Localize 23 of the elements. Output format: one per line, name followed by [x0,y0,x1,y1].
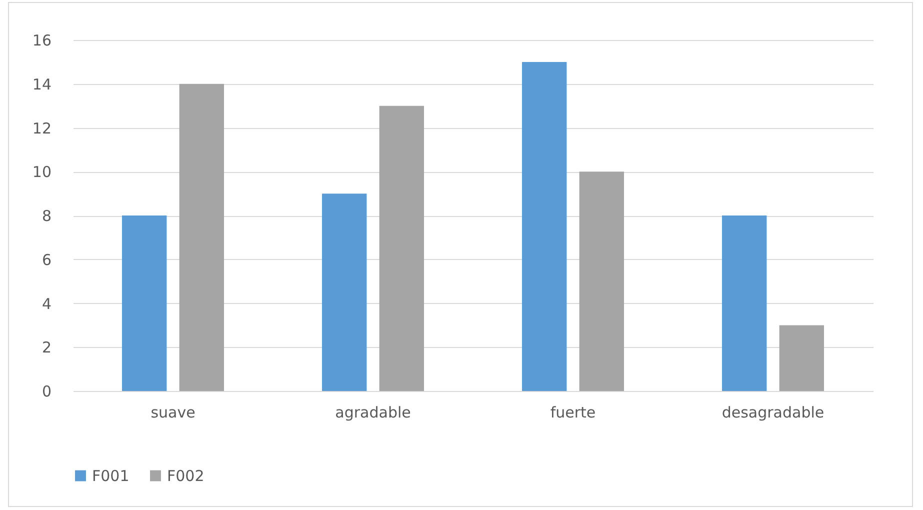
y-tick-label: 2 [42,338,52,357]
y-tick-label: 4 [42,294,52,313]
y-tick-label: 12 [32,119,52,138]
y-tick-label: 8 [42,207,52,225]
bar [779,325,824,391]
bar [579,172,624,391]
x-tick-label: desagradable [722,404,824,422]
x-tick-label: fuerte [550,404,596,422]
bar [322,194,367,391]
x-tick-label: suave [150,404,196,422]
bar [722,216,767,391]
legend-label: F002 [167,466,204,485]
legend-label: F001 [92,466,130,485]
x-tick-label: agradable [335,404,411,422]
bar [122,216,167,391]
y-tick-label: 10 [32,163,52,182]
y-tick-label: 16 [32,32,52,50]
bar [379,106,424,391]
y-tick-label: 14 [32,75,52,94]
y-tick-label: 0 [42,382,52,400]
y-tick-label: 6 [42,250,52,269]
bar [522,62,567,391]
bar [179,84,224,391]
